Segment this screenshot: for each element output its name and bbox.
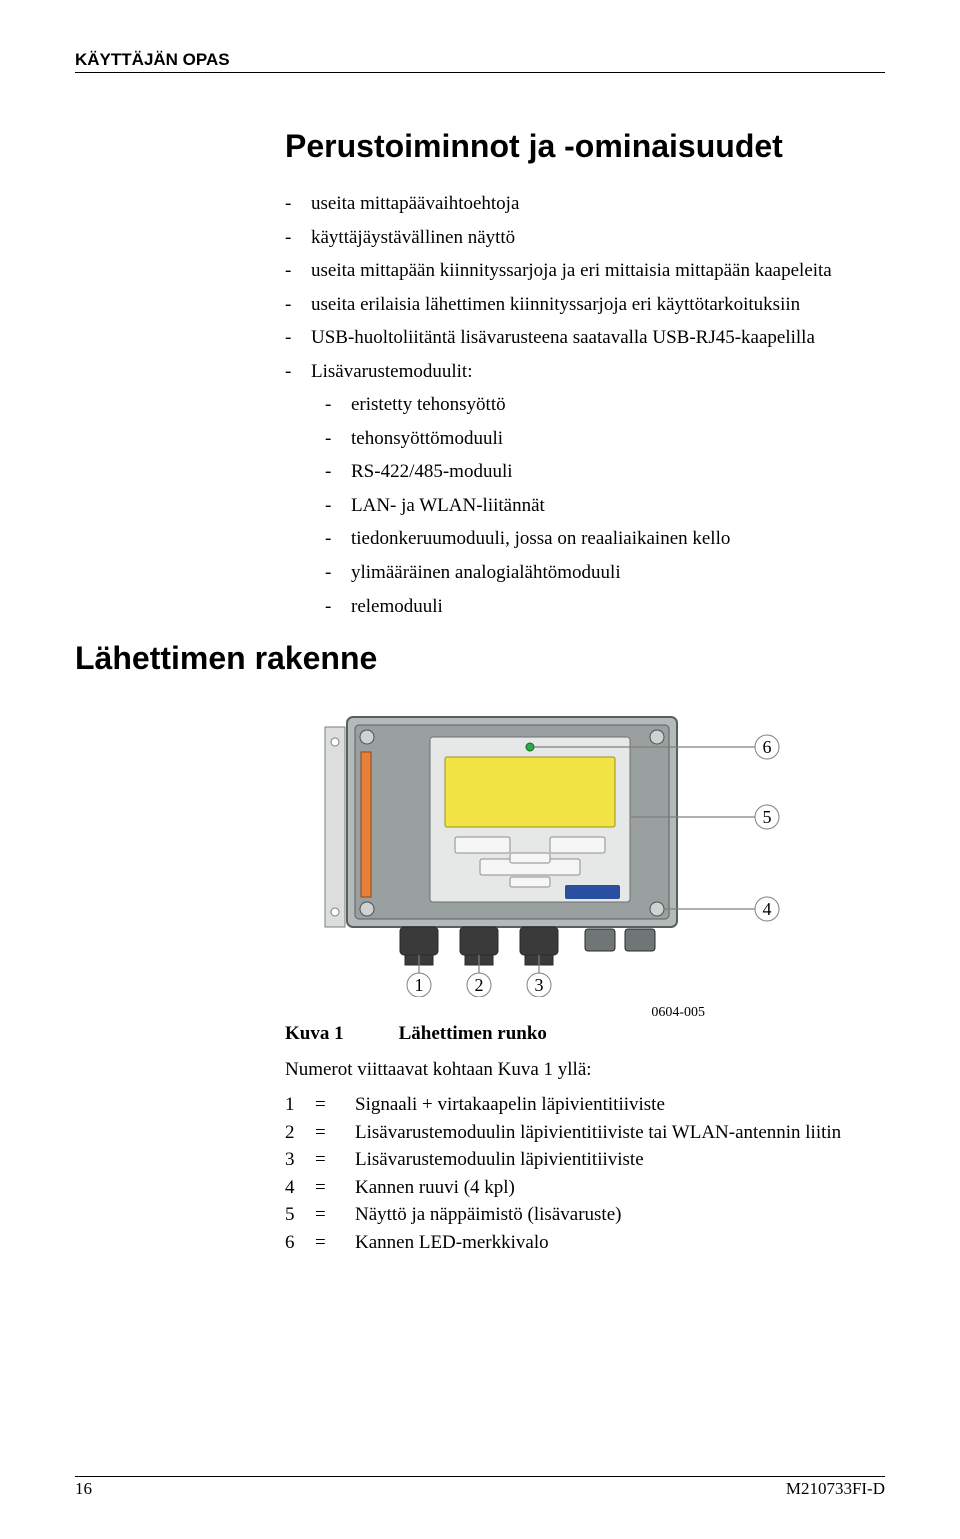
legend-num: 4 [285,1174,315,1202]
callout-4: 4 [763,899,772,919]
legend-num: 5 [285,1201,315,1229]
section-title-1: Perustoiminnot ja -ominaisuudet [285,128,885,165]
list-item: -RS-422/485-moduuli [325,458,885,486]
list-text: LAN- ja WLAN-liitännät [351,492,545,520]
legend-row: 2=Lisävarustemoduulin läpivientitiiviste… [285,1119,885,1147]
page-footer: 16 M210733FI-D [75,1476,885,1499]
list-item: -LAN- ja WLAN-liitännät [325,492,885,520]
legend-row: 3=Lisävarustemoduulin läpivientitiiviste [285,1146,885,1174]
callout-5: 5 [763,807,772,827]
sub-list: -eristetty tehonsyöttö -tehonsyöttömoduu… [325,391,885,620]
footer-page-number: 16 [75,1479,92,1499]
list-text: tiedonkeruumoduuli, jossa on reaaliaikai… [351,525,730,553]
figure-caption: 0604-005 Kuva 1 Lähettimen runko [285,1005,885,1045]
figure-reference-line: Numerot viittaavat kohtaan Kuva 1 yllä: [285,1059,885,1081]
legend-desc: Kannen LED-merkkivalo [355,1229,885,1257]
list-text: tehonsyöttömoduuli [351,425,503,453]
legend-num: 6 [285,1229,315,1257]
list-text: eristetty tehonsyöttö [351,391,506,419]
list-text: useita mittapäävaihtoehtoja [311,190,519,218]
legend-row: 4=Kannen ruuvi (4 kpl) [285,1174,885,1202]
page-header: KÄYTTÄJÄN OPAS [75,50,885,73]
legend-desc: Näyttö ja näppäimistö (lisävaruste) [355,1201,885,1229]
list-text: käyttäjäystävällinen näyttö [311,224,515,252]
callout-3: 3 [535,975,544,995]
legend-desc: Kannen ruuvi (4 kpl) [355,1174,885,1202]
list-text: relemoduuli [351,593,443,621]
legend-desc: Signaali + virtakaapelin läpivientitiivi… [355,1091,885,1119]
list-item: -ylimääräinen analogialähtömoduuli [325,559,885,587]
figure-label: Kuva 1 [285,1023,344,1045]
list-text: ylimääräinen analogialähtömoduuli [351,559,621,587]
list-text: USB-huoltoliitäntä lisävarusteena saatav… [311,324,815,352]
transmitter-diagram: 1 2 3 4 5 6 [285,697,845,997]
list-item: -USB-huoltoliitäntä lisävarusteena saata… [285,324,885,352]
list-item: -tehonsyöttömoduuli [325,425,885,453]
list-item: -Lisävarustemoduulit: [285,358,885,386]
figure-transmitter: 1 2 3 4 5 6 [285,697,885,997]
list-item: -useita mittapäävaihtoehtoja [285,190,885,218]
list-item: -eristetty tehonsyöttö [325,391,885,419]
legend-desc: Lisävarustemoduulin läpivientitiiviste t… [355,1119,885,1147]
legend-row: 5=Näyttö ja näppäimistö (lisävaruste) [285,1201,885,1229]
figure-id-code: 0604-005 [285,1005,705,1021]
list-text: useita mittapään kiinnityssarjoja ja eri… [311,257,832,285]
footer-doc-id: M210733FI-D [786,1479,885,1499]
figure-title: Lähettimen runko [399,1023,547,1045]
legend-num: 2 [285,1119,315,1147]
figure-legend: 1=Signaali + virtakaapelin läpivientitii… [285,1091,885,1256]
callout-2: 2 [475,975,484,995]
callout-1: 1 [415,975,424,995]
list-item: -useita erilaisia lähettimen kiinnityssa… [285,291,885,319]
list-item: -useita mittapään kiinnityssarjoja ja er… [285,257,885,285]
legend-num: 3 [285,1146,315,1174]
list-text: RS-422/485-moduuli [351,458,513,486]
list-item: -relemoduuli [325,593,885,621]
header-text: KÄYTTÄJÄN OPAS [75,50,230,69]
feature-list: -useita mittapäävaihtoehtoja -käyttäjäys… [285,190,885,620]
list-text: useita erilaisia lähettimen kiinnityssar… [311,291,800,319]
legend-num: 1 [285,1091,315,1119]
legend-desc: Lisävarustemoduulin läpivientitiiviste [355,1146,885,1174]
legend-row: 6=Kannen LED-merkkivalo [285,1229,885,1257]
list-item: -käyttäjäystävällinen näyttö [285,224,885,252]
callout-6: 6 [763,737,772,757]
list-text: Lisävarustemoduulit: [311,358,472,386]
section-title-2: Lähettimen rakenne [75,640,885,677]
list-item: -tiedonkeruumoduuli, jossa on reaaliaika… [325,525,885,553]
legend-row: 1=Signaali + virtakaapelin läpivientitii… [285,1091,885,1119]
